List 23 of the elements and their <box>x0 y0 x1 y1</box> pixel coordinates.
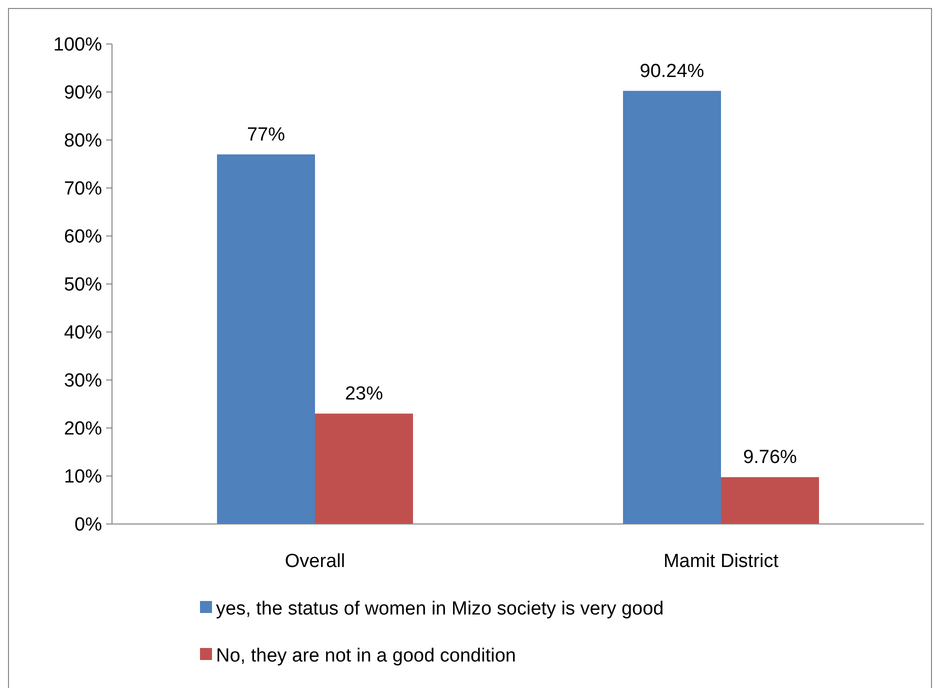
bar <box>623 90 721 524</box>
y-tick-label: 70% <box>64 178 102 200</box>
y-tick-label: 50% <box>64 274 102 296</box>
bar <box>217 154 315 524</box>
x-tick-label: Overall <box>284 551 346 572</box>
bar <box>315 414 413 524</box>
y-tick-label: 10% <box>64 466 102 488</box>
y-tick-label: 60% <box>64 226 102 248</box>
data-label: 23% <box>344 384 384 405</box>
data-label: 90.24% <box>640 60 704 82</box>
y-tick-label: 90% <box>64 82 102 104</box>
data-label: 77% <box>246 124 286 146</box>
y-tick-label: 20% <box>64 418 102 440</box>
legend-label: No, they are not in a good condition <box>216 646 516 667</box>
y-tick-label: 30% <box>64 370 102 392</box>
bar <box>721 477 819 524</box>
y-tick-label: 0% <box>74 514 102 536</box>
x-tick-label: Mamit District <box>663 551 780 572</box>
legend-label: yes, the status of women in Mizo society is very good <box>216 598 664 620</box>
y-tick-label: 80% <box>64 130 102 152</box>
y-tick-label: 40% <box>64 322 102 344</box>
y-tick-label: 100% <box>53 34 102 56</box>
data-label: 9.76% <box>743 447 798 468</box>
